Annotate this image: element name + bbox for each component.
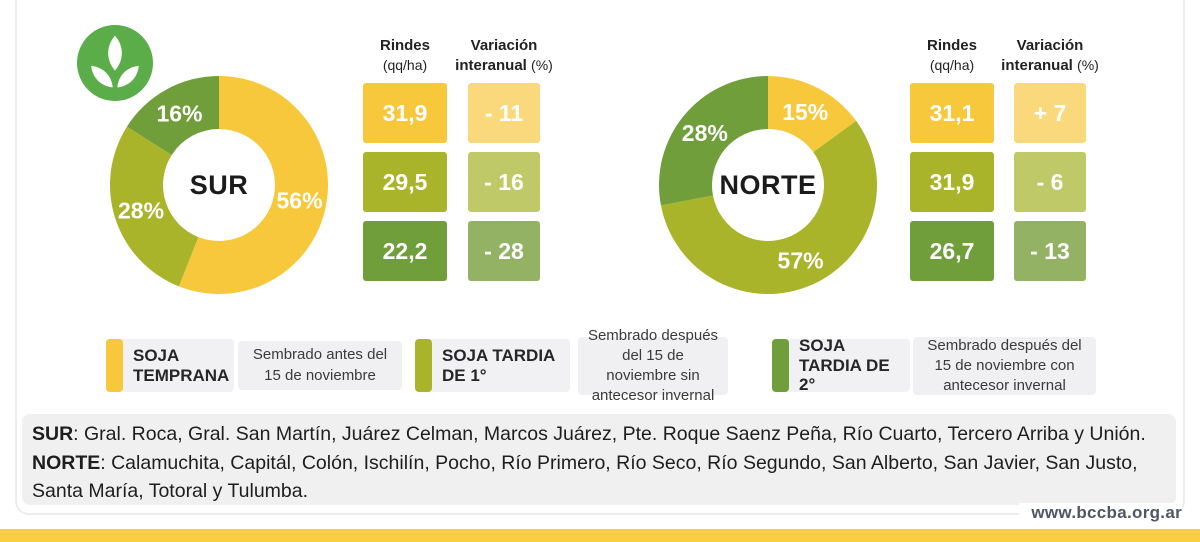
donut-slice xyxy=(768,76,857,153)
legend-title: SOJA TEMPRANA xyxy=(133,345,230,385)
legend-desc-text: Sembrado después del 15 de noviembre sin… xyxy=(587,326,719,405)
donut-center-label-sur: SUR xyxy=(189,170,249,200)
departments-note: SUR: Gral. Roca, Gral. San Martín, Juáre… xyxy=(22,414,1176,505)
header-rindes-unit: (qq/ha) xyxy=(929,56,975,73)
donut-slice-label: 56% xyxy=(277,188,323,214)
header-interanual-label: interanual xyxy=(1001,56,1073,74)
header-rindes-label: Rindes xyxy=(379,37,430,54)
donut-slice xyxy=(659,76,768,206)
variacion-cell: - 6 xyxy=(1014,152,1086,212)
donut-center-label-norte: NORTE xyxy=(719,170,817,200)
column-header-variacion-sur: Variación interanual (%) xyxy=(448,36,560,75)
legend-desc-text: Sembrado después del 15 de noviembre con… xyxy=(927,336,1082,395)
legend-title: SOJA TARDIA DE 2° xyxy=(799,336,890,395)
legend-swatch-soja-tardia-1 xyxy=(415,339,432,392)
legend-item-soja-temprana: SOJA TEMPRANA xyxy=(106,339,234,392)
variacion-cell: - 28 xyxy=(468,221,540,281)
plant-sprout-icon xyxy=(77,25,153,101)
donut-slice-label: 16% xyxy=(156,100,202,126)
bottom-accent-bar xyxy=(0,529,1200,542)
column-header-rindes-sur: Rindes (qq/ha) xyxy=(363,36,447,75)
content-card-border xyxy=(15,0,1185,515)
donut-slice xyxy=(126,76,219,155)
rinde-cell: 29,5 xyxy=(363,152,447,212)
rinde-cell: 31,9 xyxy=(363,83,447,143)
donut-chart-norte: 15% 57% 28% xyxy=(659,76,877,294)
header-interanual-label: interanual xyxy=(455,56,527,74)
rinde-cell: 26,7 xyxy=(910,221,994,281)
donut-slice-label: 28% xyxy=(682,120,728,146)
header-variacion-unit: (%) xyxy=(531,56,553,73)
website-link[interactable]: www.bccba.org.ar xyxy=(1019,503,1182,523)
departments-norte-line: NORTE: Calamuchita, Capitál, Colón, Isch… xyxy=(32,449,1166,506)
column-header-rindes-norte: Rindes (qq/ha) xyxy=(910,36,994,75)
legend-desc-soja-tardia-1: Sembrado después del 15 de noviembre sin… xyxy=(578,327,728,404)
variacion-cell: - 11 xyxy=(468,83,540,143)
header-rindes-label: Rindes xyxy=(926,37,977,54)
column-header-variacion-norte: Variación interanual (%) xyxy=(994,36,1106,75)
header-variacion-unit: (%) xyxy=(1077,56,1099,73)
variacion-column-norte: + 7 - 6 - 13 xyxy=(1014,83,1086,281)
variacion-column-sur: - 11 - 16 - 28 xyxy=(468,83,540,281)
header-variacion-label: Variación xyxy=(470,37,538,54)
donut-chart-sur: 56% 28% 16% xyxy=(110,76,328,294)
legend-swatch-soja-temprana xyxy=(106,339,123,392)
legend-desc-soja-temprana: Sembrado antes del 15 de noviembre xyxy=(238,341,402,390)
legend-item-soja-tardia-1: SOJA TARDIA DE 1° xyxy=(415,339,570,392)
header-rindes-unit: (qq/ha) xyxy=(382,56,428,73)
legend-desc-text: Sembrado antes del 15 de noviembre xyxy=(252,346,388,384)
donut-slice-label: 28% xyxy=(118,198,164,224)
legend-swatch-soja-tardia-2 xyxy=(772,339,789,392)
legend-item-soja-tardia-2: SOJA TARDIA DE 2° xyxy=(772,336,910,395)
rinde-cell: 31,9 xyxy=(910,152,994,212)
variacion-cell: + 7 xyxy=(1014,83,1086,143)
legend-title: SOJA TARDIA DE 1° xyxy=(442,345,555,385)
departments-sur-text: : Gral. Roca, Gral. San Martín, Juárez C… xyxy=(73,423,1146,445)
donut-slice xyxy=(178,76,328,294)
logo xyxy=(77,25,153,101)
header-variacion-label: Variación xyxy=(1016,37,1084,54)
departments-sur-label: SUR xyxy=(32,423,74,445)
donut-slice-label: 15% xyxy=(782,99,828,125)
rinde-cell: 22,2 xyxy=(363,221,447,281)
departments-sur-line: SUR: Gral. Roca, Gral. San Martín, Juáre… xyxy=(32,420,1166,449)
departments-norte-text: : Calamuchita, Capitál, Colón, Ischilín,… xyxy=(32,451,1138,503)
variacion-cell: - 13 xyxy=(1014,221,1086,281)
variacion-cell: - 16 xyxy=(468,152,540,212)
rindes-column-sur: 31,9 29,5 22,2 xyxy=(363,83,447,281)
rindes-column-norte: 31,1 31,9 26,7 xyxy=(910,83,994,281)
rinde-cell: 31,1 xyxy=(910,83,994,143)
donut-slice xyxy=(660,120,877,294)
donut-slice-label: 57% xyxy=(778,248,824,274)
departments-norte-label: NORTE xyxy=(32,451,101,474)
donut-slice xyxy=(110,126,199,287)
legend-desc-soja-tardia-2: Sembrado después del 15 de noviembre con… xyxy=(913,337,1096,395)
